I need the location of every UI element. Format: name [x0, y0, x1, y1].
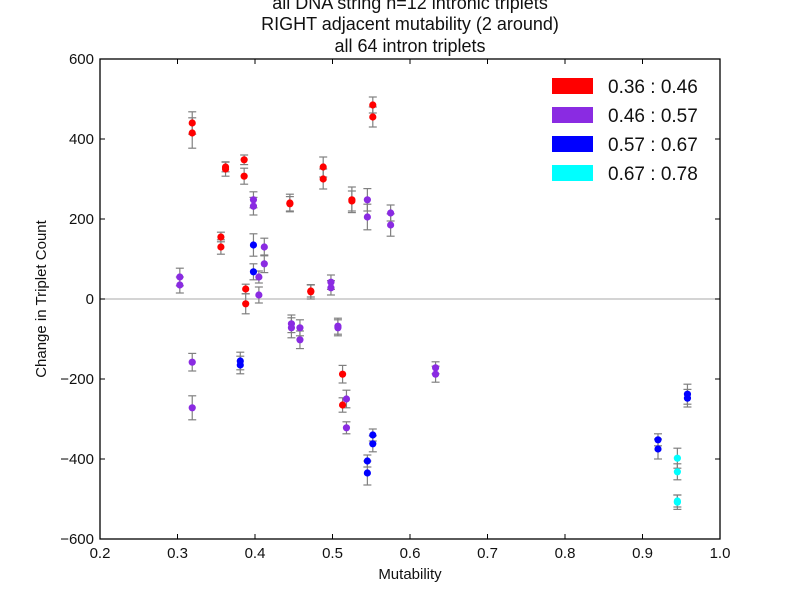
y-tick-label: 200: [69, 211, 94, 228]
data-point-series-2: [249, 196, 258, 204]
data-point-series-3: [363, 469, 371, 477]
y-tick-label: −400: [60, 451, 94, 468]
legend-label-3: 0.57 : 0.67: [608, 135, 698, 156]
data-point-series-2: [363, 213, 371, 221]
data-point-series-1: [369, 101, 377, 109]
x-tick-label: 0.3: [167, 545, 188, 562]
data-point-series-2: [363, 196, 371, 204]
data-point-series-3: [236, 361, 244, 369]
data-point-series-1: [319, 163, 327, 171]
data-point-series-2: [342, 395, 351, 403]
title-line-1: all DNA string n=12 intronic triplets: [272, 0, 548, 13]
data-point-series-2: [260, 243, 268, 251]
data-point-series-3: [654, 445, 662, 453]
data-point-series-4: [673, 497, 681, 505]
x-tick-label: 0.7: [477, 545, 498, 562]
data-point-series-1: [188, 129, 196, 137]
y-tick-label: 0: [86, 291, 94, 308]
title-line-3: all 64 intron triplets: [334, 36, 485, 56]
data-point-series-1: [242, 300, 250, 308]
data-point-series-1: [319, 175, 327, 183]
data-point-series-1: [286, 200, 294, 208]
data-point-series-1: [338, 370, 347, 378]
data-point-series-2: [387, 221, 395, 229]
data-point-series-2: [176, 273, 184, 281]
x-axis-label: Mutability: [378, 566, 442, 583]
data-point-series-2: [387, 209, 395, 217]
legend-swatch-2: [552, 107, 593, 123]
y-axis-label: Change in Triplet Count: [33, 219, 50, 377]
y-tick-label: −200: [60, 371, 94, 388]
data-point-series-1: [188, 119, 196, 127]
y-tick-label: 400: [69, 131, 94, 148]
data-point-series-2: [334, 324, 342, 332]
data-point-series-3: [249, 268, 258, 276]
x-tick-label: 1.0: [710, 545, 731, 562]
data-point-series-2: [342, 424, 351, 432]
data-point-series-1: [217, 233, 225, 241]
legend-swatch-3: [552, 136, 593, 152]
title-line-2: RIGHT adjacent mutability (2 around): [261, 14, 559, 34]
data-point-series-1: [307, 288, 315, 296]
data-point-series-2: [431, 364, 440, 372]
chart-title: all DNA string n=12 intronic triplets RI…: [261, 0, 559, 56]
data-points: [176, 101, 692, 506]
y-tick-label: −600: [60, 531, 94, 548]
data-point-series-3: [369, 440, 377, 448]
data-point-series-2: [255, 291, 263, 299]
data-point-series-1: [240, 172, 248, 180]
data-point-series-2: [431, 370, 440, 378]
x-tick-label: 0.9: [632, 545, 653, 562]
data-point-series-2: [255, 273, 263, 281]
data-point-series-4: [673, 454, 681, 462]
data-point-series-4: [673, 468, 681, 476]
data-point-series-1: [242, 285, 250, 293]
data-point-series-2: [327, 278, 335, 286]
y-axis-ticks: −600 −400 −200 0 200 400 600: [60, 51, 720, 548]
data-point-series-2: [188, 404, 196, 412]
y-tick-label: 600: [69, 51, 94, 68]
x-tick-label: 0.6: [400, 545, 421, 562]
legend-label-4: 0.67 : 0.78: [608, 164, 698, 185]
data-point-series-1: [369, 113, 377, 121]
legend-label-1: 0.36 : 0.46: [608, 77, 698, 98]
data-point-series-2: [287, 324, 296, 332]
data-point-series-1: [348, 197, 356, 205]
data-point-series-2: [188, 358, 196, 366]
data-point-series-3: [249, 241, 258, 249]
data-point-series-1: [221, 165, 230, 173]
data-point-series-1: [217, 243, 225, 251]
x-axis-ticks: 0.2 0.3 0.4 0.5 0.6 0.7 0.8 0.9 1.0: [90, 59, 731, 562]
data-point-series-2: [327, 284, 335, 292]
data-point-series-3: [683, 394, 692, 402]
data-point-series-1: [240, 156, 248, 164]
x-tick-label: 0.4: [245, 545, 266, 562]
x-tick-label: 0.8: [555, 545, 576, 562]
x-tick-label: 0.2: [90, 545, 111, 562]
data-point-series-2: [249, 202, 258, 210]
data-point-series-2: [260, 260, 268, 268]
data-point-series-1: [338, 401, 347, 409]
data-point-series-3: [369, 431, 377, 439]
legend-label-2: 0.46 : 0.57: [608, 106, 698, 127]
x-tick-label: 0.5: [322, 545, 343, 562]
legend-swatch-4: [552, 165, 593, 181]
data-point-series-3: [363, 457, 371, 465]
data-point-series-2: [296, 324, 304, 332]
error-bars: [175, 96, 692, 510]
data-point-series-2: [296, 336, 304, 344]
data-point-series-3: [654, 436, 662, 444]
legend: 0.36 : 0.46 0.46 : 0.57 0.57 : 0.67 0.67 : …: [552, 77, 698, 185]
legend-swatch-1: [552, 78, 593, 94]
data-point-series-2: [176, 281, 184, 289]
